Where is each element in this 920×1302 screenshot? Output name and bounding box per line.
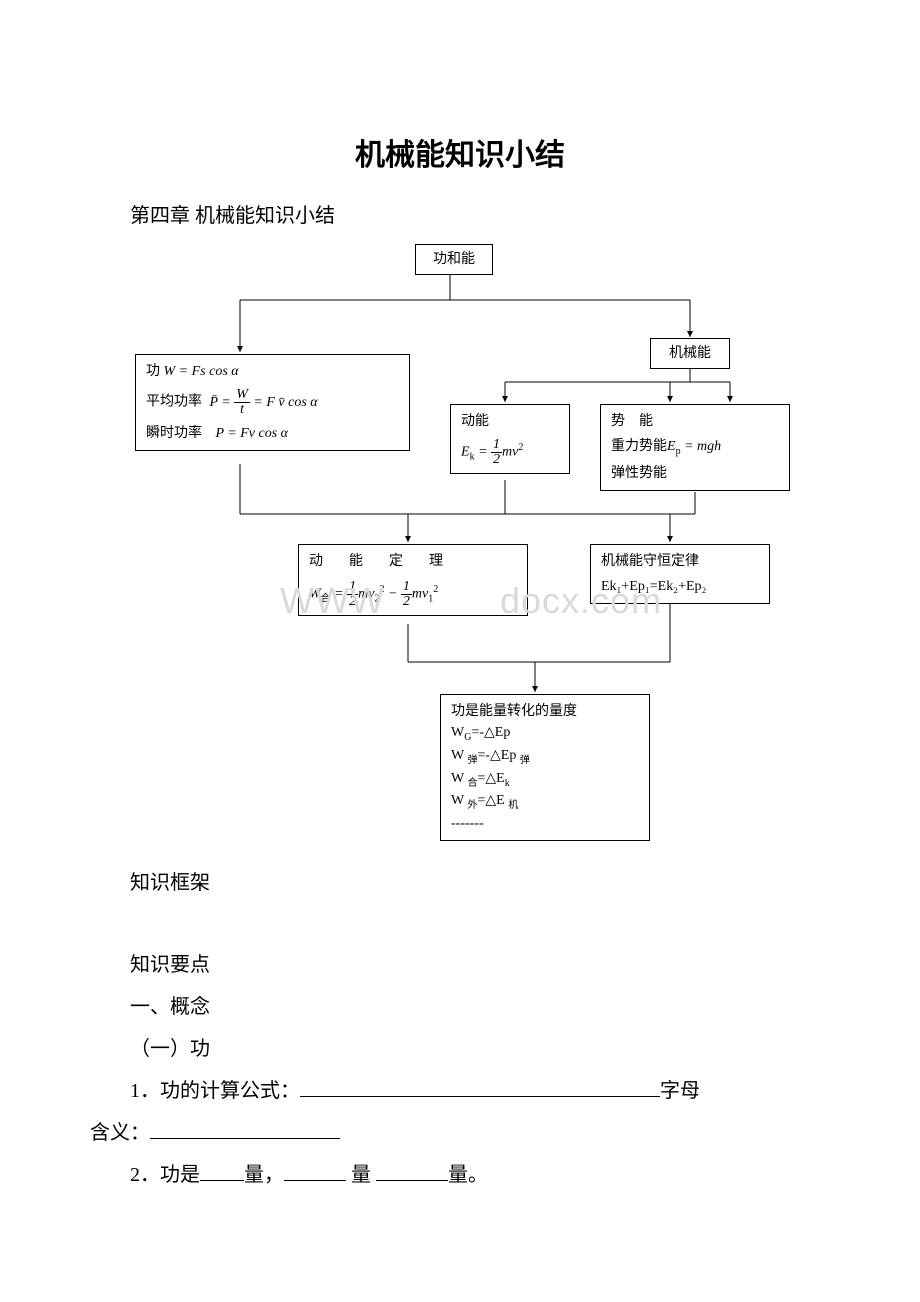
box-measure: 功是能量转化的量度 WG=-△Ep W 弹=-△Ep 弹 W 合=△Ek W 外… <box>440 694 650 841</box>
keypoints-label: 知识要点 <box>130 944 830 986</box>
th-s1: 1 <box>428 594 433 605</box>
q2-prefix: 2．功是 <box>130 1164 200 1186</box>
th-f1n: 1 <box>347 580 358 595</box>
label-inst-power: 瞬时功率 <box>146 426 202 441</box>
ke-num: 1 <box>491 438 502 453</box>
blank-q2b <box>284 1161 346 1181</box>
theorem-title: 动 能 定 理 <box>309 551 517 572</box>
ke-lhs: E <box>461 445 470 460</box>
th-eq: = <box>331 587 347 602</box>
frac-den-t: t <box>234 403 250 417</box>
th-lhs: W <box>309 587 321 602</box>
q2-mid2: 量 <box>346 1164 376 1186</box>
th-f2d: 2 <box>401 595 412 609</box>
pe-title: 势 能 <box>611 411 779 432</box>
measure-dots: ------- <box>451 813 639 834</box>
section-work: （一）功 <box>130 1028 830 1070</box>
q2-line: 2．功是 量， 量 量。 <box>130 1154 830 1196</box>
section-concepts: 一、概念 <box>130 986 830 1028</box>
th-p1: 2 <box>433 584 438 595</box>
label-work: 功 <box>146 364 160 379</box>
th-m1: mv <box>358 587 374 602</box>
blank-q2c <box>376 1161 448 1181</box>
formula-inst-power: P = Fv cos α <box>216 426 289 441</box>
th-sub: 合 <box>321 594 331 605</box>
th-f1d: 2 <box>347 595 358 609</box>
box-potential-energy: 势 能 重力势能Ep = mgh 弹性势能 <box>600 404 790 491</box>
box-mechanical-energy: 机械能 <box>650 338 730 369</box>
box-conservation: 机械能守恒定律 Ek₁+Ep₁=Ek₂+Ep₂ <box>590 544 770 604</box>
label-avg-power: 平均功率 <box>146 395 202 410</box>
pe-elastic: 弹性势能 <box>611 463 779 484</box>
cons-line: Ek₁+Ep₁=Ek₂+Ep₂ <box>601 576 759 597</box>
q1-prefix: 1．功的计算公式： <box>130 1080 300 1102</box>
blank-meaning <box>150 1119 340 1139</box>
blank-formula <box>300 1077 660 1097</box>
ke-den: 2 <box>491 453 502 467</box>
chapter-heading: 第四章 机械能知识小结 <box>130 198 830 234</box>
ke-title: 动能 <box>461 411 559 432</box>
avg-power-rhs: = F v̄ cos α <box>253 395 317 410</box>
cons-title: 机械能守恒定律 <box>601 551 759 572</box>
concept-diagram: 功和能 机械能 功 W = Fs cos α 平均功率 P̄ = Wt = F … <box>110 242 810 862</box>
th-minus: − <box>384 587 400 602</box>
q1-suffix: 字母 <box>660 1080 700 1102</box>
q2-mid1: 量， <box>244 1164 284 1186</box>
measure-title: 功是能量转化的量度 <box>451 701 639 722</box>
framework-label: 知识框架 <box>130 862 830 904</box>
box-work-power: 功 W = Fs cos α 平均功率 P̄ = Wt = F v̄ cos α… <box>135 354 410 451</box>
q1-line1: 1．功的计算公式： 字母 <box>130 1070 830 1112</box>
page-title: 机械能知识小结 <box>90 130 830 174</box>
avg-power-lhs: P̄ = <box>210 395 231 410</box>
frac-num-w: W <box>234 388 250 403</box>
th-m2: mv <box>412 587 428 602</box>
th-s2: 2 <box>374 594 379 605</box>
blank-q2a <box>200 1161 244 1181</box>
box-work-energy: 功和能 <box>415 244 493 275</box>
ke-eq: = <box>478 445 487 460</box>
th-f2n: 1 <box>401 580 412 595</box>
pe-grav-label: 重力势能 <box>611 439 667 454</box>
formula-work: W = Fs cos α <box>164 364 239 379</box>
ke-rhs: mv <box>502 445 518 460</box>
box-kinetic-energy: 动能 Ek = 12mv2 <box>450 404 570 474</box>
q2-suffix: 量。 <box>448 1164 488 1186</box>
box-ke-theorem: 动 能 定 理 W合 = 12mv22 − 12mv12 <box>298 544 528 616</box>
q1-line2-prefix: 含义： <box>90 1122 150 1144</box>
q1-line2: 含义： <box>90 1112 830 1154</box>
ke-sub: k <box>470 452 475 463</box>
ke-sup: 2 <box>518 442 523 453</box>
